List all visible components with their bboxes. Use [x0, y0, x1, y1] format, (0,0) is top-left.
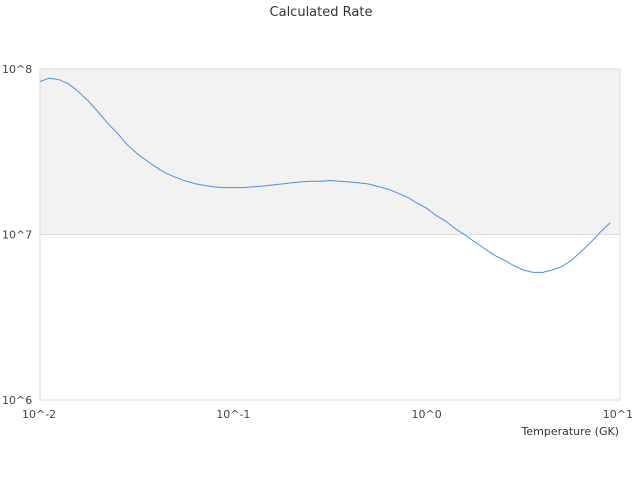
- series-line: [39, 77, 611, 273]
- x-tick-labels: 10^-2 10^-1 10^0 10^1: [22, 408, 633, 421]
- plot-bands: [40, 69, 620, 400]
- plot-band: [40, 234, 620, 400]
- chart-title: Calculated Rate: [270, 5, 373, 20]
- y-tick-labels: 10^6 10^7 10^8: [2, 63, 32, 407]
- x-tick-label: 10^0: [412, 408, 442, 421]
- x-tick-label: 10^1: [603, 408, 633, 421]
- y-tick-label: 10^7: [2, 229, 32, 242]
- y-tick-label: 10^8: [2, 63, 32, 76]
- gridlines: [39, 68, 621, 401]
- x-tick-label: 10^-1: [216, 408, 250, 421]
- y-tick-label: 10^6: [2, 394, 32, 407]
- series-layer: [39, 77, 611, 273]
- x-axis-title: Temperature (GK): [521, 425, 620, 438]
- plot-band: [40, 69, 620, 235]
- x-tick-label: 10^-2: [22, 408, 56, 421]
